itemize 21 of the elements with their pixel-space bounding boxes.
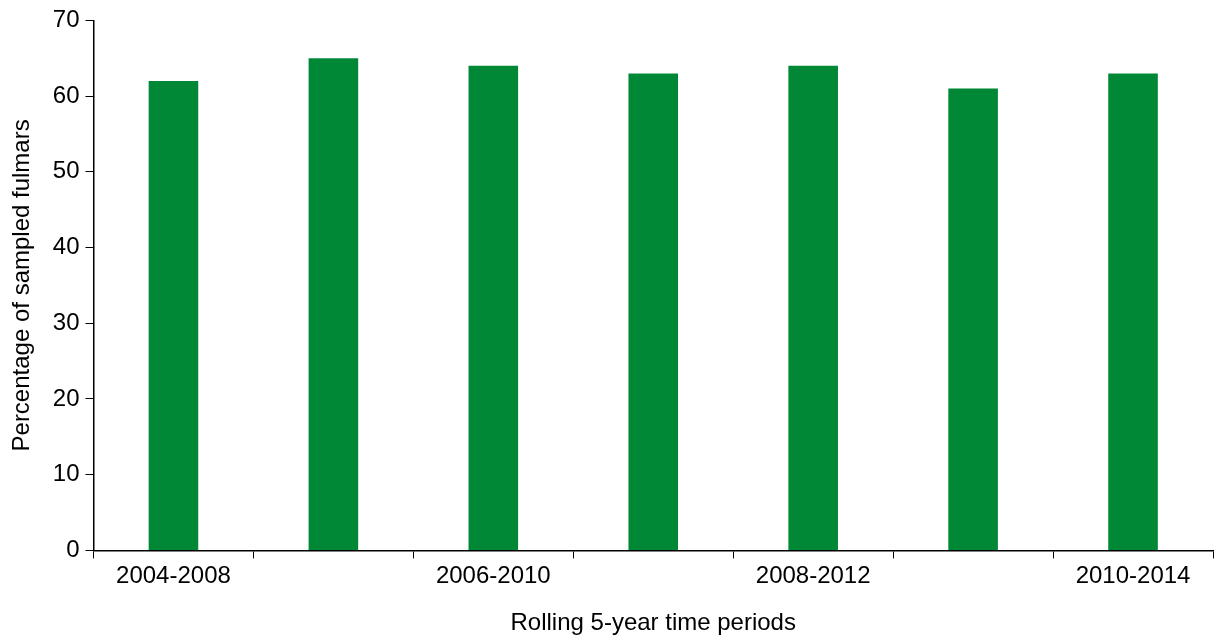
x-tick-label: 2004-2008 [116, 561, 231, 589]
x-tick-label: 2008-2012 [755, 561, 871, 589]
y-tick-label: 0 [66, 535, 80, 563]
x-tick-label: 2006-2010 [435, 561, 551, 589]
bar [148, 80, 199, 550]
y-tick-label: 10 [52, 459, 80, 487]
y-tick-label: 70 [52, 5, 80, 33]
bar [948, 88, 998, 550]
bar [308, 58, 359, 550]
bar [468, 65, 519, 550]
x-axis-title: Rolling 5-year time periods [510, 608, 796, 636]
y-tick-label: 40 [52, 232, 80, 260]
y-tick-label: 60 [52, 80, 80, 108]
bar [628, 73, 679, 550]
bar [788, 65, 838, 550]
y-axis-title: Percentage of sampled fulmars [7, 119, 35, 452]
bar [1108, 73, 1158, 550]
x-tick-label: 2010-2014 [1075, 561, 1191, 589]
y-tick-label: 30 [52, 307, 80, 335]
y-tick-label: 50 [52, 156, 80, 184]
y-tick-label: 20 [52, 383, 80, 411]
